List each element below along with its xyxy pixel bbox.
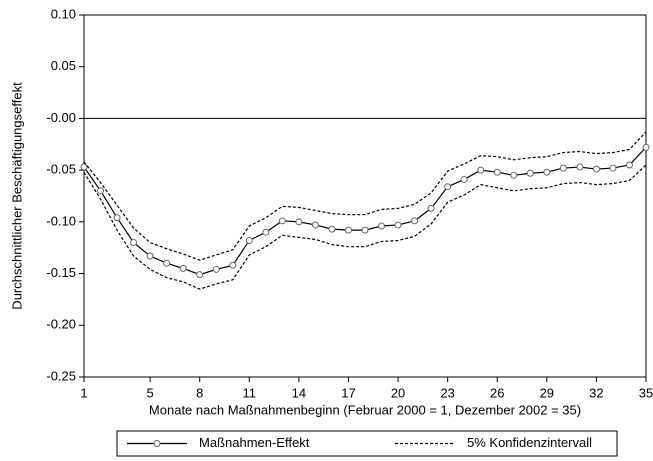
ci-lower-line <box>83 164 647 290</box>
x-tick-label: 1 <box>80 385 87 400</box>
point <box>477 166 485 174</box>
point <box>262 228 270 236</box>
point <box>411 217 419 225</box>
y-tick-label: 0.10 <box>51 6 76 21</box>
point <box>378 222 386 230</box>
y-tick-label: -0.15 <box>46 265 76 280</box>
point <box>229 261 237 269</box>
point <box>576 163 584 171</box>
x-tick-label: 29 <box>540 385 554 400</box>
ci-upper-line <box>83 131 647 261</box>
point <box>625 161 633 169</box>
y-axis-label: Durchschnittlicher Beschäftigungseffekt <box>9 82 24 310</box>
point <box>427 204 435 212</box>
point <box>179 264 187 272</box>
y-tick-label: -0.20 <box>46 317 76 332</box>
point <box>163 259 171 267</box>
point <box>130 239 138 247</box>
point <box>344 226 352 234</box>
point <box>460 175 468 183</box>
point <box>444 183 452 191</box>
point <box>394 221 402 229</box>
plot-frame <box>83 14 647 378</box>
legend-marker <box>153 440 161 447</box>
y-tick-label: -0.25 <box>46 368 76 383</box>
point <box>245 236 253 244</box>
point <box>526 169 534 177</box>
point <box>146 252 154 260</box>
point <box>311 221 319 229</box>
x-tick-label: 17 <box>341 385 355 400</box>
x-tick-label: 32 <box>589 385 603 400</box>
y-tick-label: -0.00 <box>46 110 76 125</box>
x-tick-label: 20 <box>391 385 405 400</box>
point <box>592 165 600 173</box>
x-tick-label: 23 <box>440 385 454 400</box>
point <box>97 187 105 195</box>
x-tick-label: 5 <box>147 385 154 400</box>
x-tick-label: 11 <box>243 385 257 400</box>
point <box>642 143 650 151</box>
x-tick-label: 35 <box>639 385 653 400</box>
y-tick-label: -0.10 <box>46 213 76 228</box>
x-axis-label: Monate nach Maßnahmenbeginn (Februar 200… <box>149 402 581 417</box>
x-tick-label: 26 <box>490 385 504 400</box>
point <box>113 214 121 222</box>
point <box>295 218 303 226</box>
point <box>328 225 336 233</box>
point <box>278 217 286 225</box>
point <box>80 163 88 171</box>
point <box>609 164 617 172</box>
point <box>510 171 518 179</box>
point <box>212 265 220 273</box>
y-tick-label: -0.05 <box>46 162 76 177</box>
point <box>493 168 501 176</box>
point <box>196 271 204 279</box>
legend-label: 5% Konfidenzintervall <box>467 435 592 450</box>
point <box>361 226 369 234</box>
point <box>543 168 551 176</box>
legend-box <box>116 430 618 457</box>
x-tick-label: 14 <box>292 385 306 400</box>
point <box>559 164 567 172</box>
x-tick-label: 8 <box>196 385 203 400</box>
legend-label: Maßnahmen-Effekt <box>199 435 310 450</box>
y-tick-label: 0.05 <box>51 58 76 73</box>
